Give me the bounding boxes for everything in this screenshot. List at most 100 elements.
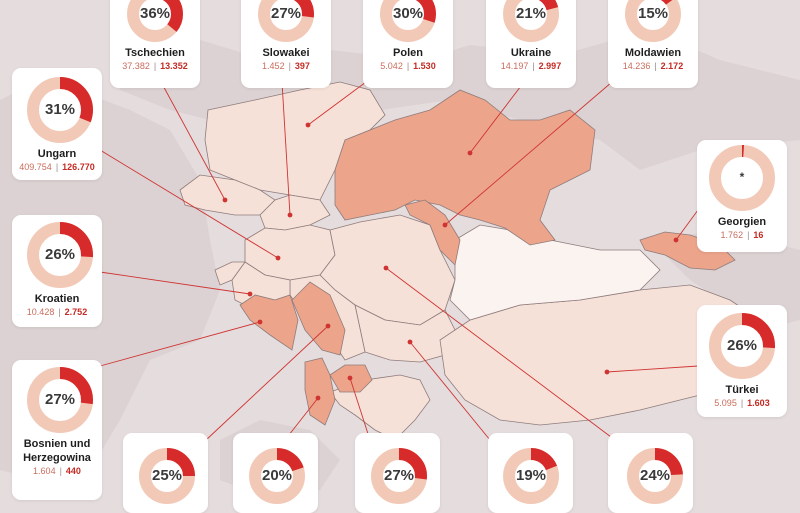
leader-dot-ungarn: [275, 255, 281, 261]
country-name-bosnien: Bosnien und Herzegowina: [23, 438, 91, 464]
donut-arc-kroatien: [27, 222, 93, 288]
total-value-polen: 5.042: [380, 61, 403, 71]
country-figures-ungarn: 409.754 | 126.770: [12, 162, 102, 172]
leader-line-bottom4: [409, 341, 491, 441]
leader-dot-moldawien: [442, 222, 448, 228]
donut-chart-slowakei: [258, 0, 314, 42]
figures-separator: |: [59, 466, 62, 476]
leader-line-ukraine: [469, 81, 525, 154]
percentage-label-bottom5: 24%: [639, 467, 671, 484]
region-montenegro: [291, 281, 346, 356]
donut-arc-bottom1: [139, 448, 195, 504]
figures-separator: |: [406, 61, 410, 71]
count-value-ungarn: 126.770: [62, 162, 95, 172]
region-georgien: [639, 231, 736, 271]
donut-chart-bottom2: [249, 448, 305, 504]
percentage-label-polen: 30%: [392, 5, 424, 22]
country-card-tschechien: [110, 0, 200, 88]
donut-arc-polen: [380, 0, 436, 42]
total-value-kroatien: 10.428: [26, 307, 55, 317]
count-value-ukraine: 2.997: [538, 61, 562, 71]
donut-arc-bottom2: [249, 448, 305, 504]
leader-line-tuerkei: [606, 365, 699, 373]
total-value-tuerkei: 5.095: [714, 398, 737, 408]
donut-chart-bottom3: [371, 448, 427, 504]
donut-arc-tschechien: [127, 0, 183, 42]
country-card-slowakei: [241, 0, 331, 88]
total-value-ungarn: 409.754: [19, 162, 52, 172]
leader-line-polen: [307, 81, 367, 126]
country-figures-tuerkei: 5.095 | 1.603: [697, 398, 787, 408]
country-figures-moldawien: 14.236 | 2.172: [608, 61, 698, 71]
count-value-moldawien: 2.172: [660, 61, 684, 71]
leader-dot-georgien: [673, 237, 679, 243]
country-figures-ukraine: 14.197 | 2.997: [486, 61, 576, 71]
count-value-tuerkei: 1.603: [747, 398, 770, 408]
country-name-moldawien: Moldawien: [624, 47, 682, 59]
count-value-slowakei: 397: [294, 61, 310, 71]
leader-dot-slowakei: [287, 212, 293, 218]
country-card-georgien: [697, 140, 787, 252]
donut-arc-bottom5: [627, 448, 683, 504]
leader-dot-bosnien: [257, 319, 263, 325]
total-value-tschechien: 37.382: [122, 61, 150, 71]
donut-ring-ukraine: [503, 0, 559, 42]
total-value-ukraine: 14.197: [500, 61, 529, 71]
leader-line-ungarn: [99, 149, 279, 259]
leader-dot-tschechien: [222, 197, 228, 203]
leader-dot-bottom4: [407, 339, 413, 345]
count-value-polen: 1.530: [413, 61, 436, 71]
figures-separator: |: [153, 61, 157, 71]
leader-line-georgien: [675, 209, 699, 241]
total-value-moldawien: 14.236: [622, 61, 651, 71]
leader-lines: [99, 79, 699, 441]
country-figures-kroatien: 10.428 | 2.752: [12, 307, 102, 317]
country-name-ungarn: Ungarn: [37, 148, 77, 160]
country-card-polen: [363, 0, 453, 88]
leader-dot-tuerkei: [604, 369, 610, 375]
country-name-polen: Polen: [393, 47, 423, 59]
figures-separator: |: [55, 162, 59, 172]
figures-separator: |: [740, 398, 744, 408]
region-bosnien: [239, 294, 299, 351]
donut-arc-ungarn: [27, 77, 93, 143]
donut-chart-ungarn: [27, 77, 93, 143]
count-value-kroatien: 2.752: [64, 307, 88, 317]
leader-line-tschechien: [159, 79, 226, 201]
donut-arc-slowakei: [258, 0, 314, 42]
percentage-label-bottom3: 27%: [383, 467, 415, 484]
country-figures-polen: 5.042 | 1.530: [363, 61, 453, 71]
donut-chart-bottom1: [139, 448, 195, 504]
percentage-label-moldawien: 15%: [637, 5, 669, 22]
country-name-ukraine: Ukraine: [510, 47, 552, 59]
percentage-label-bottom2: 20%: [261, 467, 293, 484]
percentage-label-tschechien: 36%: [139, 5, 171, 22]
figures-separator: |: [747, 230, 750, 240]
donut-chart-kroatien: [27, 222, 93, 288]
country-figures-georgien: 1.762 | 16: [697, 230, 787, 240]
leader-line-kroatien: [99, 271, 251, 295]
country-name-tuerkei: Türkei: [725, 384, 759, 396]
region-ukraine: [334, 89, 596, 246]
figures-separator: |: [532, 61, 535, 71]
donut-chart-bottom5: [627, 448, 683, 504]
region-albanien: [304, 357, 336, 426]
count-value-tschechien: 13.352: [160, 61, 188, 71]
percentage-label-georgien: *: [739, 170, 745, 184]
donut-chart-tschechien: [127, 0, 183, 42]
leader-line-moldawien: [444, 81, 613, 226]
leader-dot-ukraine: [467, 150, 473, 156]
donut-chart-bottom4: [503, 448, 559, 504]
percentage-label-ungarn: 31%: [44, 101, 76, 118]
total-value-slowakei: 1.452: [262, 61, 285, 71]
region-moldawien: [404, 199, 461, 266]
donut-chart-polen: [380, 0, 436, 42]
percentage-label-bottom4: 19%: [515, 467, 547, 484]
leader-dot-bottom1: [325, 323, 331, 329]
percentage-label-ukraine: 21%: [515, 5, 547, 22]
leader-dot-bottom3: [347, 375, 353, 381]
percentage-label-slowakei: 27%: [270, 5, 302, 22]
leader-line-slowakei: [281, 81, 291, 216]
leader-line-bottom5: [385, 267, 616, 441]
country-card-moldawien: [608, 0, 698, 88]
